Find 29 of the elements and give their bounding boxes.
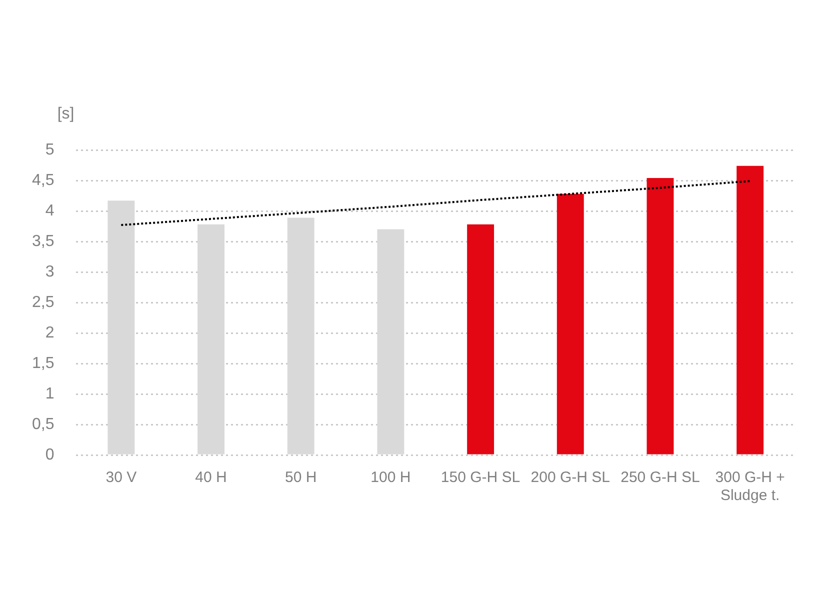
bar: [377, 229, 404, 454]
y-tick-label: 2,5: [32, 294, 54, 311]
x-tick-label: 40 H: [195, 469, 227, 486]
bar: [736, 166, 764, 454]
y-tick-label: 3,5: [32, 232, 54, 250]
y-tick-label: 0,5: [32, 416, 54, 433]
bar: [198, 224, 224, 454]
x-tick-label: 150 G-H SL: [440, 469, 520, 486]
y-tick-label: 4,5: [32, 172, 54, 189]
bar: [287, 218, 314, 454]
y-tick-label: 0: [45, 446, 54, 464]
line-series: [120, 180, 752, 226]
x-tick-label: 300 G-H + Sludge t.: [715, 469, 786, 504]
y-tick-label: 3: [45, 263, 54, 280]
bar: [467, 224, 494, 454]
x-tick-label: 50 H: [285, 469, 317, 486]
y-tick-label: 4: [45, 202, 54, 220]
x-tick-label: 250 G-H SL: [620, 469, 700, 486]
x-tick-label: 100 H: [370, 469, 411, 486]
y-tick-label: 1,5: [32, 354, 54, 372]
bar: [108, 200, 135, 454]
x-tick-label: 30 V: [106, 469, 137, 486]
y-axis-title: [s]: [57, 105, 74, 122]
bar: [646, 178, 674, 454]
y-tick-label: 1: [45, 385, 54, 402]
y-tick-label: 2: [45, 324, 54, 342]
y-tick-label: 5: [45, 141, 54, 158]
x-tick-label: 200 G-H SL: [530, 469, 610, 486]
bar: [556, 194, 584, 454]
